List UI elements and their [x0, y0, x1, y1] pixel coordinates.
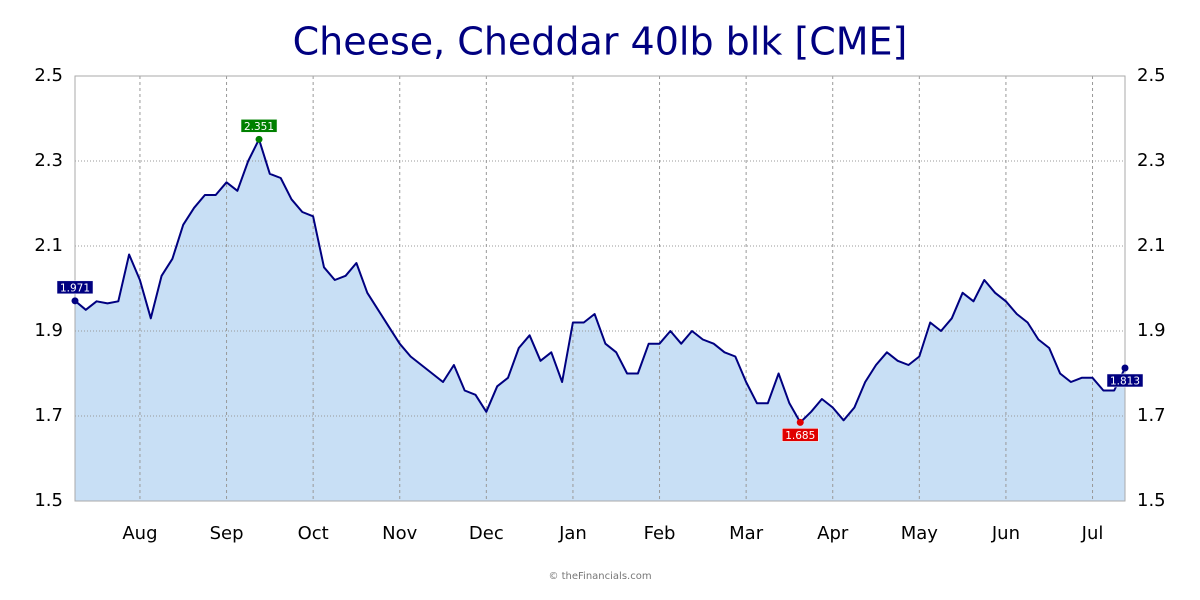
- chart-title: Cheese, Cheddar 40lb blk [CME]: [293, 20, 908, 64]
- y-tick-label: 2.1: [34, 235, 63, 256]
- y-tick-label-right: 2.3: [1137, 150, 1166, 171]
- x-tick-label: Apr: [817, 523, 849, 544]
- point: [796, 418, 804, 426]
- y-tick-label: 1.9: [34, 320, 63, 341]
- label-box: [1106, 373, 1144, 388]
- data-label: 2.351: [244, 121, 274, 133]
- label-box: [782, 428, 819, 442]
- y-tick-label-right: 1.9: [1137, 320, 1166, 341]
- y-tick-label: 1.7: [34, 405, 63, 426]
- data-label: 1.813: [1110, 375, 1140, 387]
- point: [71, 297, 79, 305]
- x-tick-label: Jul: [1081, 523, 1104, 544]
- x-tick-label: Dec: [469, 523, 504, 544]
- y-tick-label-right: 2.5: [1137, 65, 1166, 86]
- x-tick-label: Jun: [991, 523, 1020, 544]
- y-tick-label-right: 2.1: [1137, 235, 1166, 256]
- credit: © theFinancials.com: [548, 571, 651, 582]
- label-box: [56, 280, 94, 295]
- y-tick-label: 2.3: [34, 150, 63, 171]
- line: [74, 138, 1126, 424]
- y-tick-label-right: 1.5: [1137, 490, 1166, 511]
- x-tick-label: Aug: [122, 523, 157, 544]
- x-tick-label: Jan: [558, 523, 587, 544]
- x-tick-label: Oct: [298, 523, 329, 544]
- y-tick-label-right: 1.7: [1137, 405, 1166, 426]
- y-tick-label: 1.5: [34, 490, 63, 511]
- x-tick-label: Sep: [210, 523, 244, 544]
- y-tick-label: 2.5: [34, 65, 63, 86]
- x-tick-label: Feb: [644, 523, 676, 544]
- x-tick-label: May: [901, 523, 939, 544]
- point: [255, 135, 263, 143]
- area: [75, 139, 1125, 502]
- x-tick-label: Mar: [729, 523, 764, 544]
- label-box: [240, 119, 278, 133]
- data-label: 1.971: [60, 282, 90, 294]
- x-tick-label: Nov: [382, 523, 417, 544]
- point: [1121, 364, 1129, 372]
- data-label: 1.685: [785, 430, 815, 442]
